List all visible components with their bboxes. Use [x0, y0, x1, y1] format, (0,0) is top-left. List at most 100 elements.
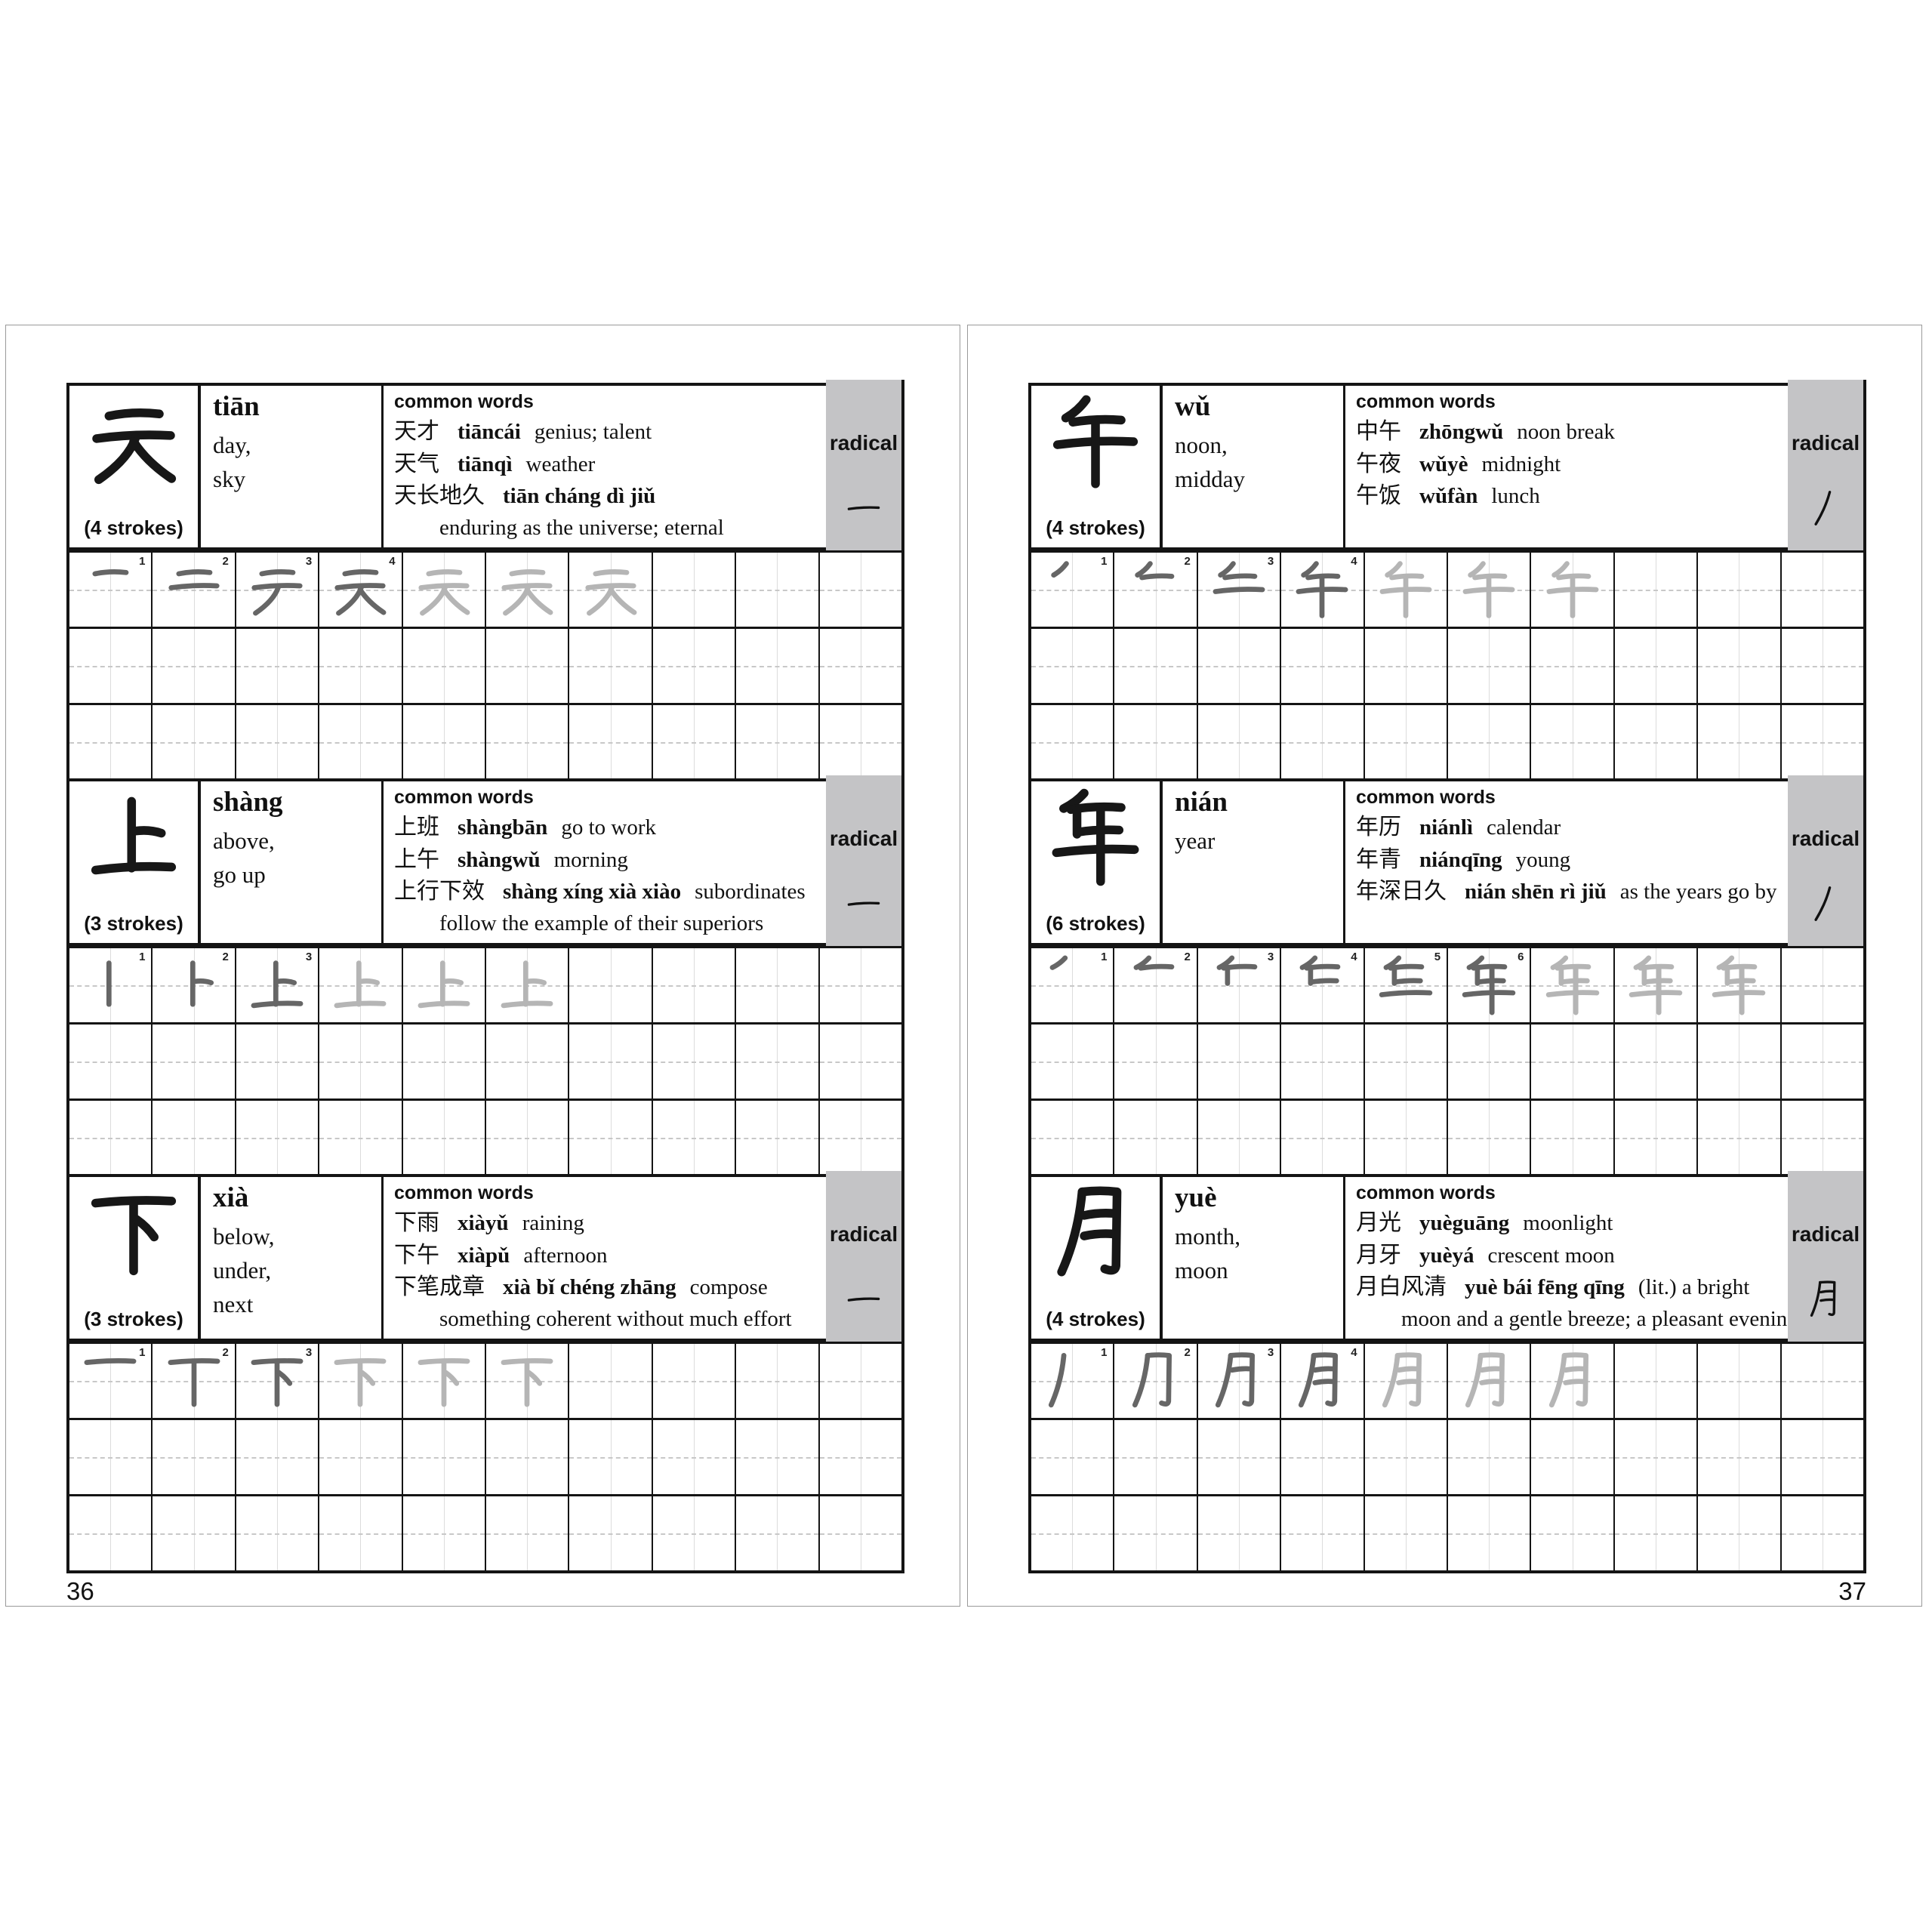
practice-cell	[1280, 1025, 1364, 1098]
pronunciation-cell: xià below, under, next	[201, 1177, 384, 1339]
practice-cell	[401, 629, 485, 703]
radical-glyph	[843, 851, 885, 929]
character-header: (4 strokes) tiān day, sky common words 天…	[66, 380, 904, 553]
practice-grid: 1 2 3 4	[1028, 550, 1866, 782]
practice-cell	[651, 553, 735, 627]
main-character-glyph	[1044, 1177, 1147, 1289]
practice-cell	[151, 629, 236, 703]
practice-cell	[1280, 1420, 1364, 1494]
stroke-number: 2	[222, 951, 229, 963]
stroke-order-cell: 4	[318, 553, 402, 627]
stroke-number: 2	[222, 1346, 229, 1359]
stroke-order-cell: 3	[234, 948, 319, 1022]
practice-cell	[651, 1101, 735, 1175]
stroke-order-cell: 4	[1280, 948, 1364, 1022]
practice-cell	[735, 1101, 819, 1175]
practice-cell	[485, 705, 569, 779]
common-word-hanzi: 月光	[1356, 1210, 1401, 1235]
common-word-hanzi: 上午	[394, 846, 439, 872]
practice-cell	[1113, 705, 1197, 779]
practice-cell	[651, 1420, 735, 1494]
common-word-gloss: subordinates	[695, 880, 806, 904]
practice-cell	[1779, 948, 1864, 1022]
radical-label: radical	[829, 431, 898, 454]
practice-grid-row	[69, 1418, 902, 1494]
practice-grid-row	[69, 1022, 902, 1098]
practice-cell	[818, 1025, 902, 1098]
practice-grid-row: 1 2 3 4	[1031, 553, 1864, 627]
common-words-cell: common words 月光 yuèguāng moonlight 月牙 yuèyá c…	[1345, 1177, 1863, 1339]
common-words-label: common words	[394, 1182, 534, 1203]
character-block: (3 strokes) shàng above, go up common wo…	[66, 775, 904, 1178]
main-character-cell: (3 strokes)	[69, 1177, 201, 1339]
common-word-pinyin: niánqīng	[1419, 847, 1502, 872]
practice-cell	[1447, 1420, 1530, 1494]
stroke-number: 4	[389, 555, 396, 568]
radical-label: radical	[829, 827, 898, 850]
practice-cell	[818, 1101, 902, 1175]
traced-character-cell	[1613, 948, 1697, 1022]
common-word-row: 午夜 wǔyè midnight	[1356, 448, 1779, 481]
common-words-label: common words	[394, 391, 534, 412]
practice-cell	[735, 705, 819, 779]
stroke-order-cell: 3	[1196, 1344, 1280, 1418]
practice-cell	[401, 705, 485, 779]
stroke-number: 1	[1101, 1346, 1108, 1359]
stroke-number: 3	[305, 555, 313, 568]
practice-cell	[1447, 1101, 1530, 1175]
practice-cell	[1280, 629, 1364, 703]
practice-cell	[1613, 1496, 1697, 1570]
common-word-row: 年历 niánlì calendar	[1356, 812, 1779, 844]
character-header: (4 strokes) wǔ noon, midday common words…	[1028, 380, 1866, 553]
pinyin: nián	[1175, 787, 1228, 818]
main-character-glyph	[1044, 781, 1147, 893]
common-word-gloss: weather	[525, 451, 596, 476]
common-word-hanzi: 上行下效	[394, 879, 485, 904]
character-block: (4 strokes) tiān day, sky common words 天…	[66, 380, 904, 782]
practice-cell	[1363, 1101, 1447, 1175]
radical-glyph	[843, 455, 885, 533]
character-header: (3 strokes) shàng above, go up common wo…	[66, 775, 904, 949]
page-right: (4 strokes) wǔ noon, midday common words…	[967, 325, 1922, 1607]
character-block: (3 strokes) xià below, under, next commo…	[66, 1171, 904, 1573]
practice-cell	[234, 1101, 319, 1175]
traced-character-cell	[1363, 553, 1447, 627]
traced-character-cell	[485, 948, 569, 1022]
practice-grid-row	[1031, 703, 1864, 779]
practice-cell	[69, 1025, 152, 1098]
radical-cell: radical	[826, 380, 904, 553]
common-word-row: 午饭 wǔfàn lunch	[1356, 480, 1779, 513]
practice-cell	[151, 1025, 236, 1098]
practice-cell	[651, 629, 735, 703]
practice-cell	[1031, 1496, 1114, 1570]
common-word-gloss: raining	[522, 1211, 584, 1235]
common-words-cell: common words 年历 niánlì calendar 年青 niánqīng y…	[1345, 781, 1863, 943]
common-word-pinyin: zhōngwǔ	[1419, 420, 1504, 444]
stroke-order-cell: 1	[69, 553, 152, 627]
practice-cell	[1031, 1025, 1114, 1098]
stroke-number: 2	[1184, 555, 1191, 568]
pronunciation-cell: wǔ noon, midday	[1163, 386, 1345, 547]
practice-cell	[1613, 1025, 1697, 1098]
traced-character-cell	[485, 553, 569, 627]
character-header: (6 strokes) nián year common words 年历 niá…	[1028, 775, 1866, 949]
practice-cell	[735, 629, 819, 703]
common-word-gloss: calendar	[1486, 815, 1561, 840]
practice-cell	[69, 1496, 152, 1570]
practice-cell	[1280, 1101, 1364, 1175]
stroke-count-label: (3 strokes)	[84, 1308, 183, 1330]
practice-cell	[401, 1420, 485, 1494]
practice-cell	[1779, 1025, 1864, 1098]
practice-grid: 1 2 3 4	[66, 550, 904, 782]
practice-cell	[568, 1344, 652, 1418]
practice-grid-row	[69, 1098, 902, 1175]
stroke-number: 1	[1101, 951, 1108, 963]
stroke-number: 3	[305, 951, 313, 963]
page-left: (4 strokes) tiān day, sky common words 天…	[5, 325, 960, 1607]
practice-cell	[651, 705, 735, 779]
common-word-row: 年深日久 nián shēn rì jiǔ as the years go by	[1356, 876, 1779, 908]
common-word-hanzi: 月牙	[1356, 1242, 1401, 1268]
common-word-row: 月白风清 yuè bái fēng qīng (lit.) a bright	[1356, 1271, 1779, 1304]
practice-cell	[1447, 1025, 1530, 1098]
